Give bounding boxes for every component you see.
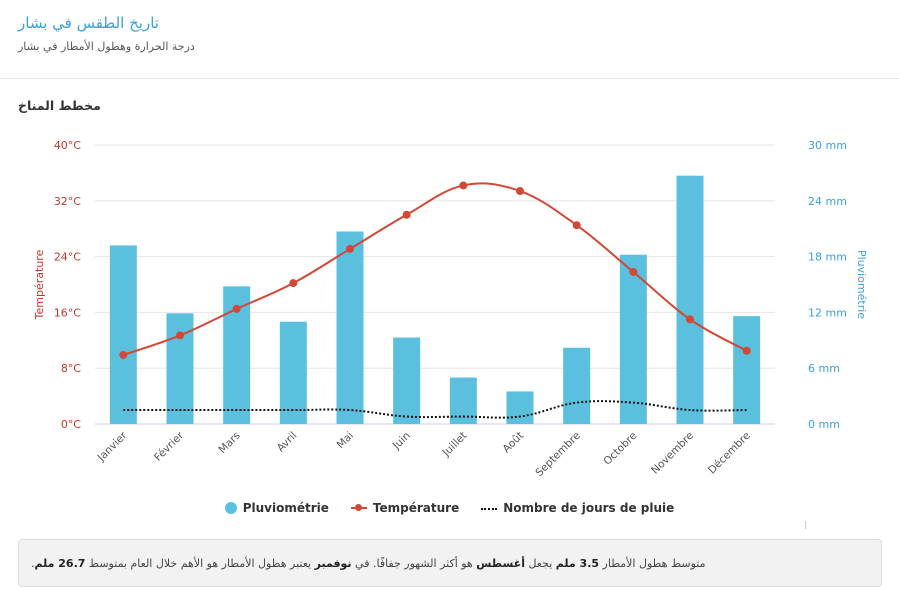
- rain-days-legend-icon: [481, 502, 498, 514]
- temperature-point: [289, 279, 298, 288]
- climate-chart: 0°C 0 mm 8°C 6 mm 16°C 12 mm 24°C 18 mm 32°C 24 m…: [33, 139, 868, 479]
- temperature-point: [176, 331, 184, 340]
- y-left-tick-label: 40°C: [54, 139, 81, 152]
- temperature-point: [516, 187, 524, 196]
- precipitation-bar: [506, 391, 534, 424]
- temperature-point: [629, 267, 638, 276]
- temperature-point: [402, 210, 411, 219]
- summary-wettest-month: نوفمبر: [314, 556, 352, 570]
- precipitation-bar: [336, 231, 364, 424]
- summary-part-4: يعتبر هطول الأمطار هو الأهم خلال العام ب…: [85, 556, 315, 570]
- precipitation-bar: [676, 175, 704, 424]
- page-title: تاريخ الطقس في بشار: [18, 14, 159, 32]
- temperature-point: [232, 304, 241, 313]
- temperature-point: [572, 221, 581, 230]
- y-left-axis-title: Température: [33, 249, 46, 320]
- x-tick-label: Janvier: [95, 429, 130, 464]
- x-tick-label: Juin: [390, 430, 413, 453]
- x-tick-label: Août: [501, 430, 527, 456]
- temperature-point: [119, 350, 128, 359]
- summary-max-value: 26.7 ملم: [34, 556, 86, 570]
- x-tick-label: Juillet: [440, 430, 470, 460]
- summary-part-2: يجعل: [524, 556, 556, 570]
- divider-mark: [805, 521, 806, 529]
- precipitation-bar: [393, 337, 421, 424]
- precipitation-bar: [109, 245, 137, 424]
- section-title: مخطط المناخ: [18, 98, 101, 113]
- summary-part-5: .: [31, 556, 35, 570]
- x-tick-label: Février: [152, 429, 187, 464]
- x-tick-label: Mars: [216, 430, 242, 456]
- temperature-point: [459, 181, 468, 190]
- summary-part-3: هو أكثر الشهور جفافًا. في: [351, 556, 477, 570]
- y-right-axis-title: Pluviométrie: [855, 250, 868, 319]
- temperature-legend-icon: [350, 502, 367, 514]
- page-subtitle: درجة الحرارة وهطول الأمطار في بشار: [18, 40, 195, 53]
- y-right-tick-label: 30 mm: [808, 139, 847, 152]
- chart-legend: Pluviométrie Température Nombre de jours…: [0, 497, 899, 519]
- precipitation-bar: [619, 254, 647, 424]
- y-right-tick-label: 24 mm: [808, 195, 847, 208]
- summary-part-1: متوسط هطول الأمطار: [599, 556, 706, 570]
- y-left-tick-label: 8°C: [61, 362, 81, 375]
- legend-item-precipitation[interactable]: Pluviométrie: [224, 501, 329, 515]
- summary-text: متوسط هطول الأمطار 3.5 ملم يجعل أغسطس هو…: [31, 557, 706, 570]
- x-tick-label: Novembre: [649, 430, 696, 477]
- precipitation-legend-icon: [224, 502, 237, 514]
- y-right-tick-label: 6 mm: [808, 362, 840, 375]
- temperature-point: [346, 244, 354, 253]
- x-tick-label: Octobre: [601, 430, 639, 468]
- temperature-point: [686, 315, 694, 324]
- x-tick-label: Septembre: [533, 430, 582, 479]
- legend-label-temperature: Température: [372, 501, 460, 515]
- temperature-point: [742, 346, 751, 355]
- legend-label-precipitation: Pluviométrie: [242, 501, 329, 515]
- page-header: تاريخ الطقس في بشار درجة الحرارة وهطول ا…: [0, 0, 899, 79]
- x-tick-label: Mai: [335, 430, 357, 452]
- y-right-tick-label: 18 mm: [808, 251, 847, 264]
- summary-min-value: 3.5 ملم: [555, 556, 600, 570]
- precipitation-bar: [733, 316, 761, 424]
- summary-driest-month: أغسطس: [476, 556, 525, 570]
- legend-label-rain-days: Nombre de jours de pluie: [503, 501, 675, 515]
- y-right-tick-label: 12 mm: [808, 306, 847, 319]
- x-tick-label: Avril: [275, 430, 300, 455]
- rain-days-line: [123, 400, 747, 419]
- x-tick-label: Décembre: [706, 430, 753, 477]
- y-right-tick-label: 0 mm: [808, 418, 840, 431]
- y-left-tick-label: 24°C: [54, 251, 81, 264]
- precipitation-bar: [563, 347, 591, 424]
- y-left-tick-label: 0°C: [61, 418, 81, 431]
- y-left-tick-label: 16°C: [54, 306, 81, 319]
- legend-item-temperature[interactable]: Température: [350, 501, 460, 515]
- legend-item-rain-days[interactable]: Nombre de jours de pluie: [481, 501, 674, 515]
- temperature-line: [123, 182, 748, 356]
- summary-box: متوسط هطول الأمطار 3.5 ملم يجعل أغسطس هو…: [18, 539, 882, 587]
- y-left-tick-label: 32°C: [54, 195, 81, 208]
- precipitation-bar: [166, 313, 194, 424]
- precipitation-bar: [279, 321, 307, 424]
